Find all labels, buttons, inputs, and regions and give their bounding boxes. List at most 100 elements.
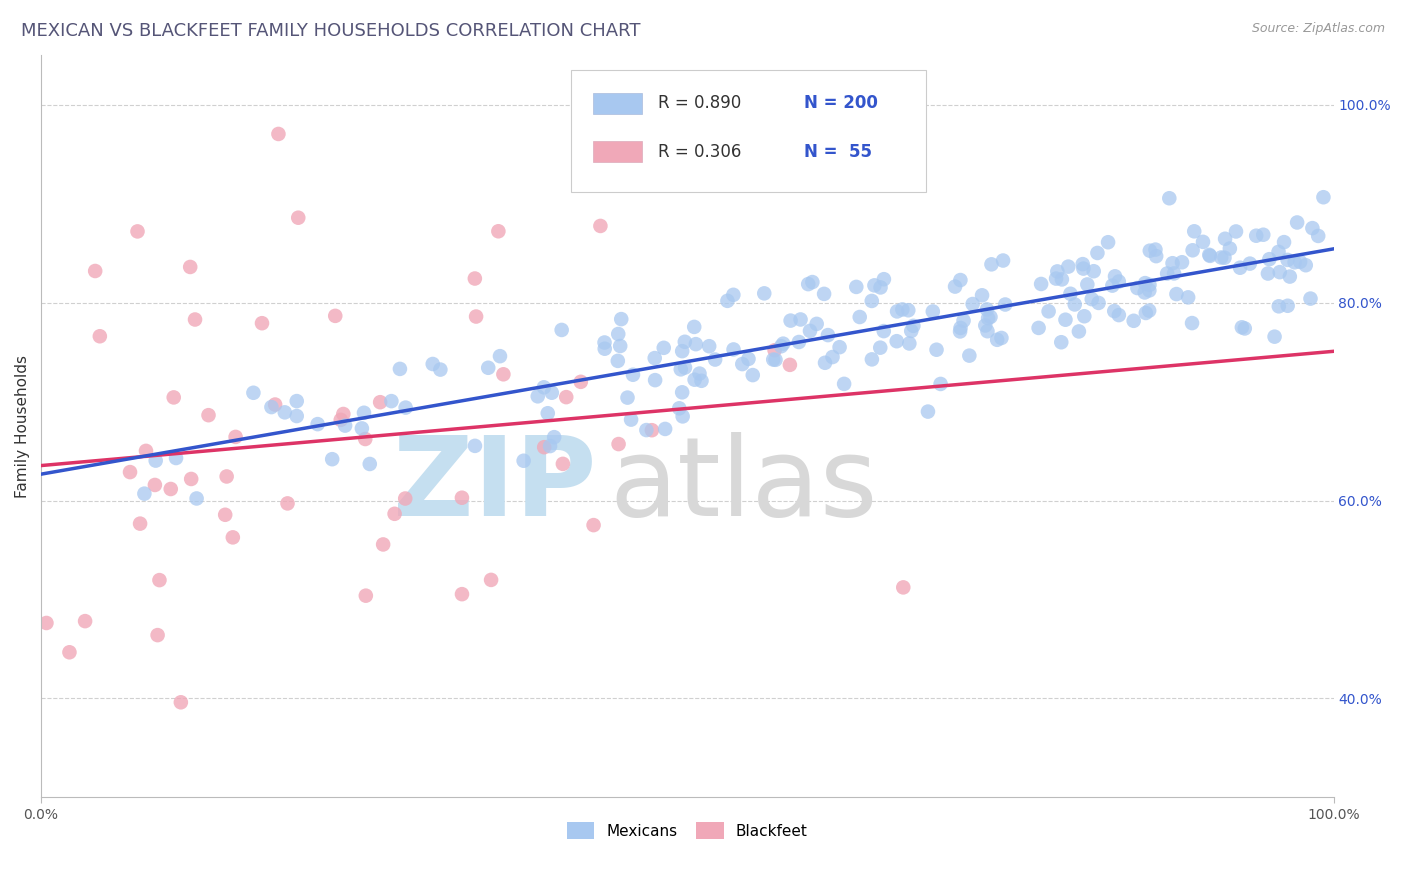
Point [991,253,1014,268]
Point [332,407,354,421]
Point [1299,292,1322,306]
Point [323,309,346,323]
Point [704,352,727,367]
Point [1257,267,1279,281]
Point [1137,303,1160,318]
Point [1301,221,1323,235]
Point [1295,258,1317,272]
Point [949,321,972,335]
Point [976,302,998,317]
Point [1312,190,1334,204]
Point [1063,297,1085,311]
Point [1045,271,1067,285]
Point [422,357,444,371]
Point [551,457,574,471]
Y-axis label: Family Households: Family Households [15,355,30,498]
Point [668,401,690,416]
Text: R = 0.890: R = 0.890 [658,95,741,112]
Point [179,260,201,274]
Point [716,293,738,308]
Point [184,312,207,326]
Point [267,127,290,141]
Point [641,423,664,437]
Point [1156,267,1178,281]
Point [1087,296,1109,310]
Point [886,334,908,349]
Point [1289,255,1312,269]
Point [1139,244,1161,258]
Point [1192,235,1215,249]
Point [543,430,565,444]
Point [163,391,186,405]
Point [685,337,707,351]
Point [264,398,287,412]
Point [977,311,1000,326]
Point [929,376,952,391]
Point [1177,290,1199,304]
Point [1071,257,1094,271]
Point [1101,278,1123,293]
Point [593,335,616,350]
Bar [593,141,643,162]
Point [898,336,921,351]
Point [817,328,839,343]
Point [610,312,633,326]
Point [118,465,141,479]
Point [636,423,658,437]
Point [533,440,555,454]
Point [593,342,616,356]
Point [285,394,308,409]
Point [540,385,562,400]
Point [1097,235,1119,250]
Point [897,303,920,318]
Point [1161,256,1184,270]
Point [1029,277,1052,291]
Point [949,273,972,287]
Point [214,508,236,522]
Point [1272,235,1295,249]
Point [621,368,644,382]
Point [1268,299,1291,313]
Point [1258,252,1281,267]
Point [277,496,299,510]
Point [143,478,166,492]
Point [215,469,238,483]
Point [616,391,638,405]
Point [75,614,97,628]
Point [127,224,149,238]
Point [873,272,896,286]
Point [533,380,555,394]
Point [979,310,1001,324]
Point [1076,277,1098,292]
Point [159,482,181,496]
Point [1230,320,1253,334]
Point [980,257,1002,271]
Point [569,375,592,389]
Point [197,408,219,422]
Point [689,367,711,381]
Point [582,518,605,533]
Point [900,324,922,338]
Point [354,432,377,446]
Text: MEXICAN VS BLACKFEET FAMILY HOUSEHOLDS CORRELATION CHART: MEXICAN VS BLACKFEET FAMILY HOUSEHOLDS C… [21,22,641,40]
Point [994,297,1017,311]
Point [860,352,883,367]
Point [1181,244,1204,258]
Point [380,394,402,409]
Point [797,277,820,292]
Point [186,491,208,506]
Point [1122,314,1144,328]
Point [550,323,572,337]
Text: atlas: atlas [610,433,879,539]
Point [350,421,373,435]
Point [384,507,406,521]
Point [1133,285,1156,300]
Point [697,339,720,353]
Point [1233,321,1256,335]
Legend: Mexicans, Blackfeet: Mexicans, Blackfeet [561,815,814,846]
Point [671,385,693,400]
Point [1144,243,1167,257]
Point [537,406,560,420]
Point [1104,269,1126,284]
Point [486,224,509,238]
